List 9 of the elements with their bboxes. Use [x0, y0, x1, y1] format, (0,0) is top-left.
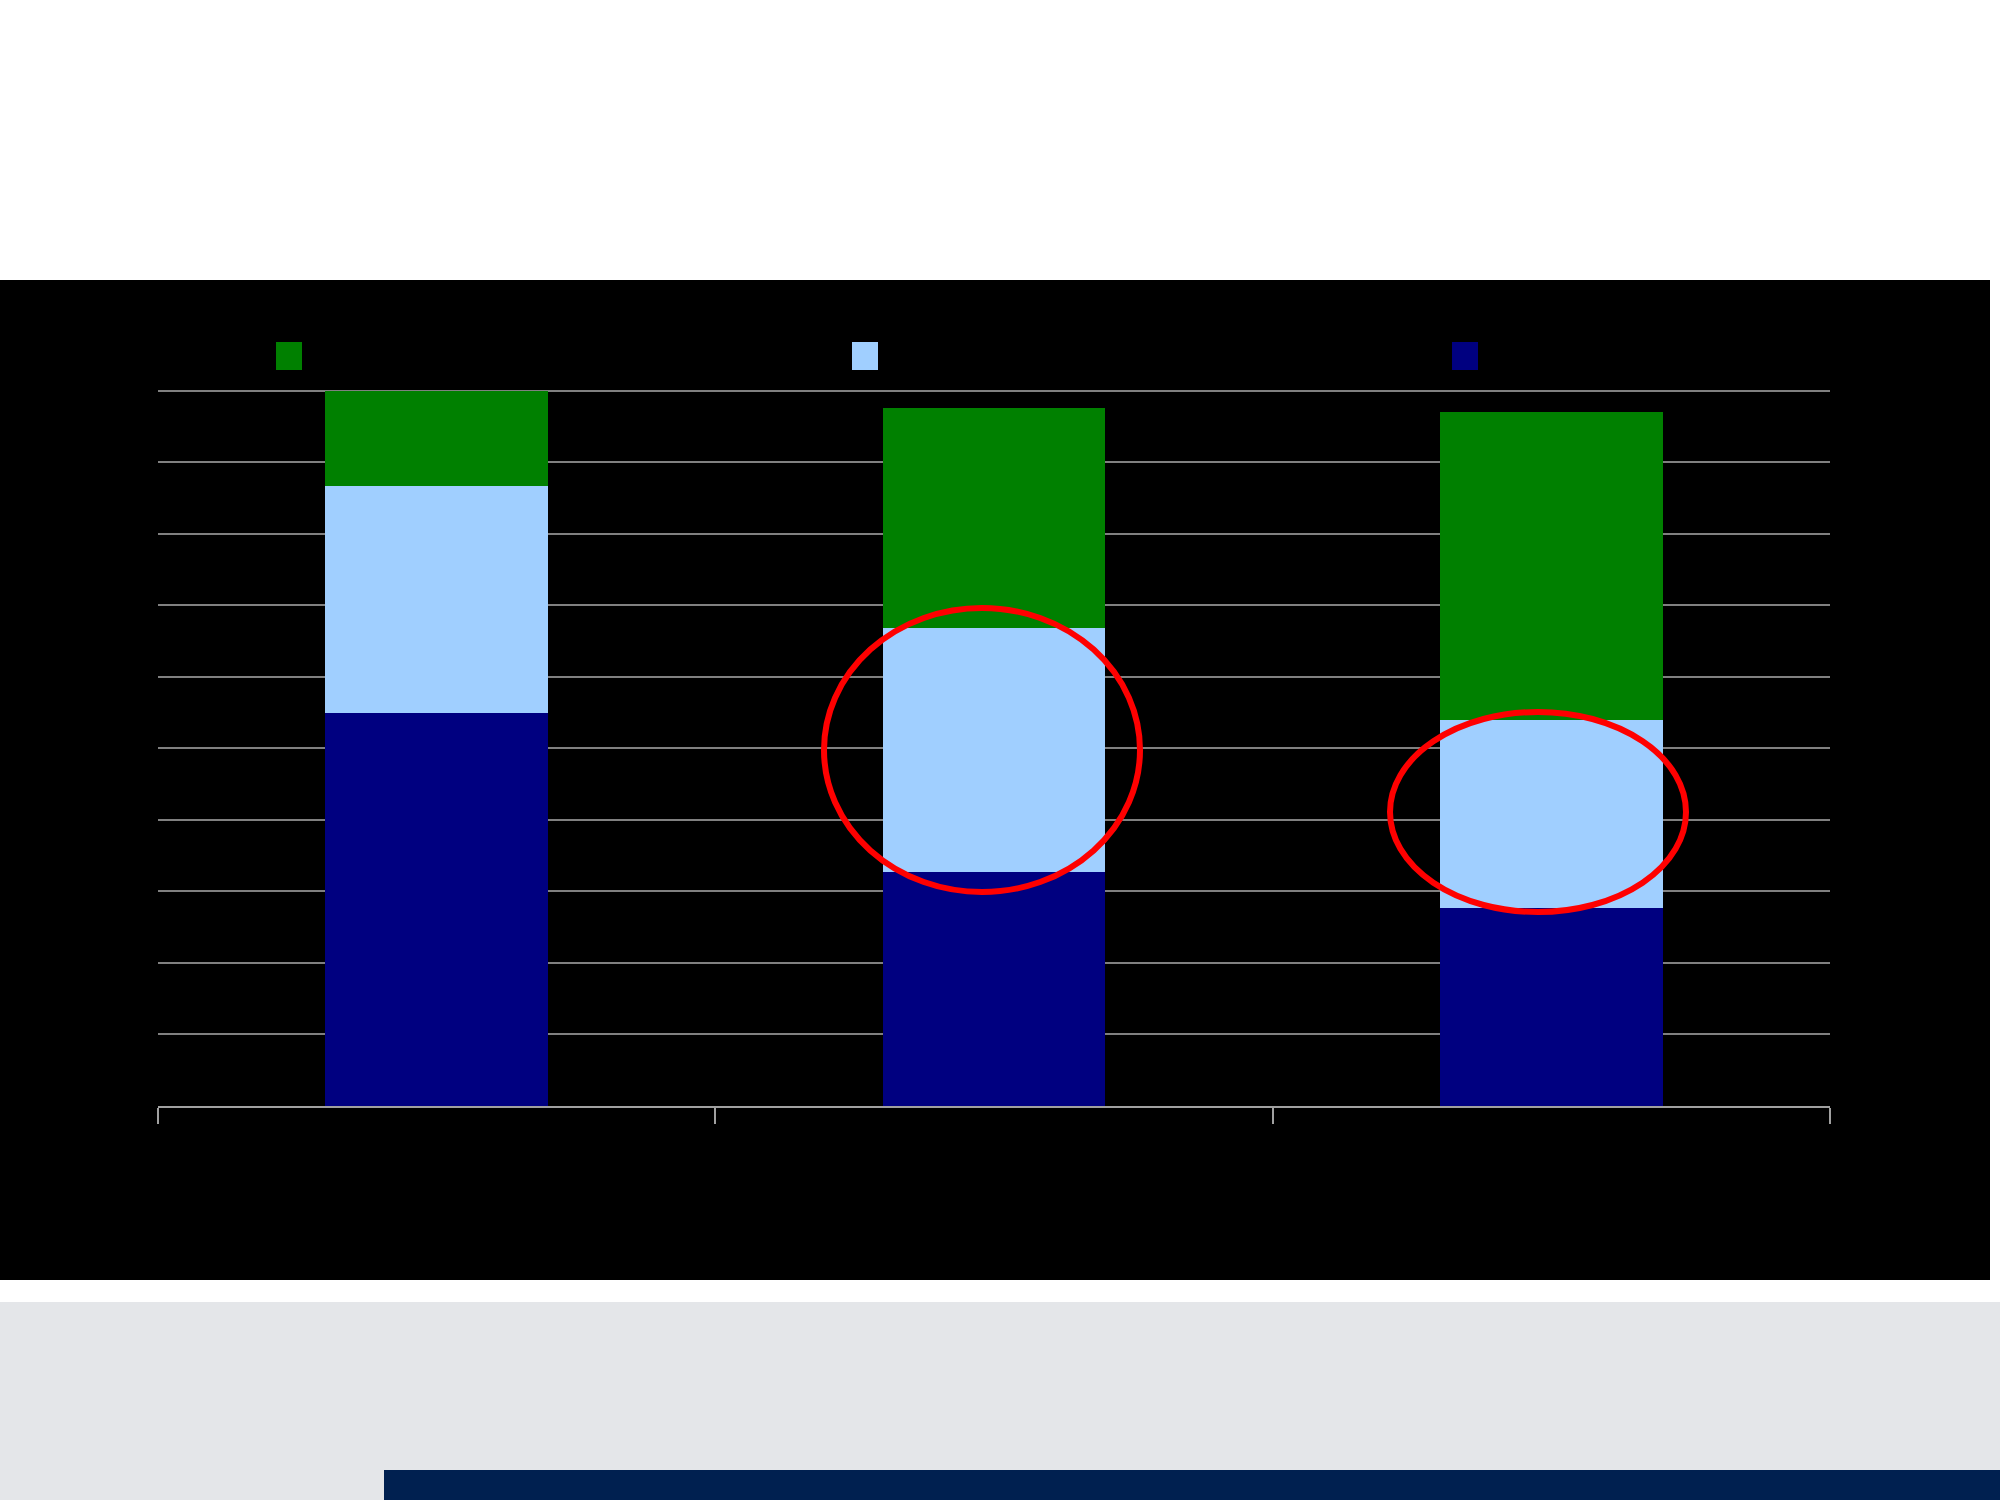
bar — [325, 390, 549, 487]
bar — [882, 408, 1106, 629]
bar — [325, 486, 549, 713]
bar — [1439, 719, 1663, 908]
bar — [1439, 907, 1663, 1106]
bar — [1439, 412, 1663, 720]
bar — [882, 872, 1106, 1106]
bar — [882, 628, 1106, 873]
bar — [325, 712, 549, 1106]
